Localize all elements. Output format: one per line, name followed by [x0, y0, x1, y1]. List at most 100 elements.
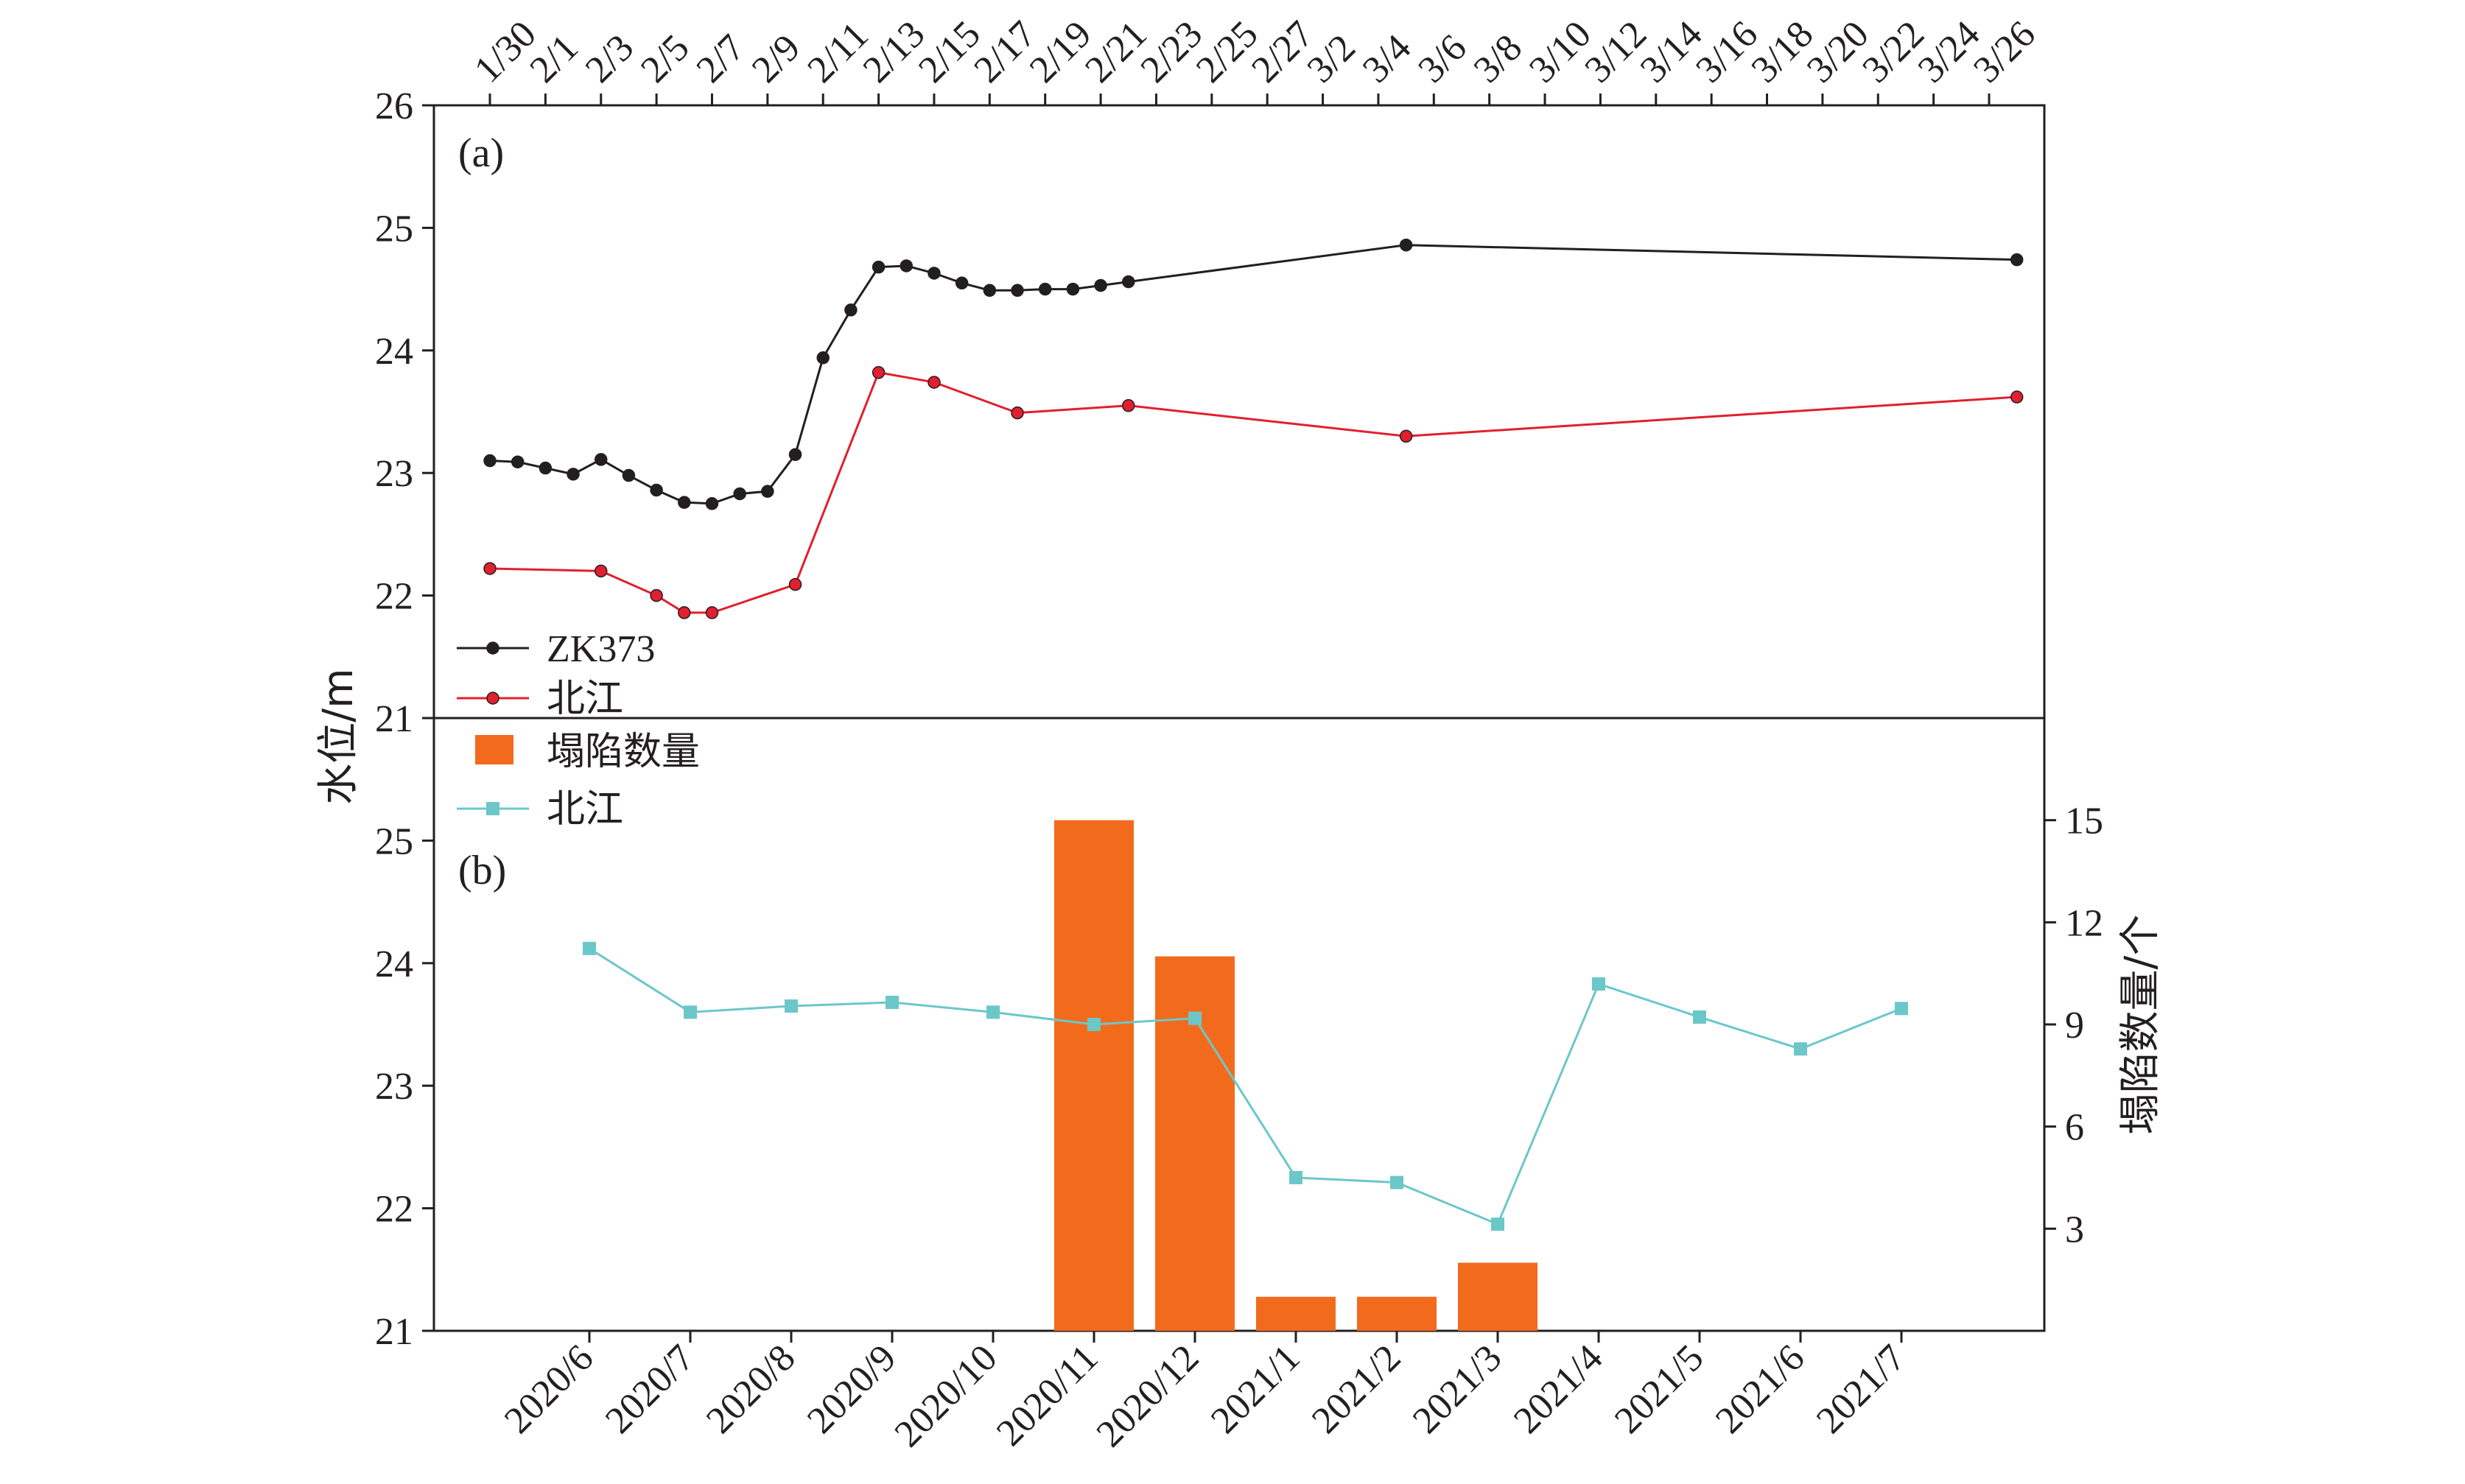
data-point: [705, 497, 719, 510]
beijiang-monthly-point: [1289, 1171, 1302, 1184]
beijiang-monthly-point: [886, 996, 899, 1010]
bottom-x-tick-label: 2021/1: [1203, 1337, 1308, 1441]
beijiang-monthly-point: [1895, 1002, 1908, 1016]
panel-a-lines: [483, 238, 2024, 619]
collapse-bar: [1054, 820, 1134, 1331]
right-y-tick-label: 9: [2065, 1005, 2084, 1047]
left-y-tick-label-a: 26: [375, 85, 413, 127]
data-point: [678, 496, 691, 509]
left-y-tick-label-a: 22: [375, 576, 413, 618]
beijiang-monthly-point: [1087, 1018, 1101, 1031]
data-point: [622, 468, 636, 482]
panel-b-ticks: 2020/62020/72020/82020/92020/102020/1120…: [375, 801, 2103, 1455]
data-point: [900, 259, 914, 272]
top-x-tick-label: 3/8: [1466, 27, 1530, 91]
top-x-tick-label: 3/26: [1966, 13, 2044, 91]
top-x-tick-label: 2/9: [744, 27, 808, 91]
legend-label-collapse: 塌陷数量: [547, 730, 700, 774]
right-y-tick-label: 12: [2065, 902, 2103, 944]
data-point: [928, 267, 941, 280]
panel-b: (b) 2020/62020/72020/82020/92020/102020/…: [375, 717, 2103, 1455]
data-point: [1399, 429, 1413, 443]
bottom-x-tick-label: 2021/2: [1304, 1337, 1409, 1441]
data-point: [1011, 406, 1024, 420]
data-point: [2010, 253, 2024, 267]
top-x-tick-label: 3/4: [1355, 27, 1419, 91]
data-point: [1122, 275, 1135, 289]
collapse-bar: [1357, 1296, 1437, 1331]
left-y-tick-label-b: 24: [375, 943, 413, 985]
data-point: [844, 303, 858, 317]
data-point: [761, 485, 774, 498]
data-point: [1399, 238, 1413, 252]
bottom-x-tick-label: 2021/4: [1506, 1337, 1610, 1441]
panel-a: (a) 1/302/12/32/52/72/92/112/132/152/172…: [375, 13, 2046, 740]
data-point: [1011, 284, 1024, 298]
data-point: [983, 284, 997, 298]
panel-b-lines: [583, 941, 1908, 1231]
data-point: [788, 577, 802, 591]
data-point: [1066, 282, 1080, 296]
top-x-tick-label: 2/3: [578, 27, 642, 91]
y-axis-title-left: 水位/m: [315, 668, 362, 804]
data-point: [816, 351, 830, 365]
bottom-x-tick-label: 2021/7: [1809, 1337, 1913, 1441]
y-axis-title-right: 塌陷数量/个: [2117, 915, 2164, 1135]
data-point: [955, 276, 969, 290]
data-point: [594, 453, 608, 466]
bottom-x-tick-label: 2021/6: [1708, 1337, 1812, 1441]
beijiang-monthly-point: [1491, 1217, 1504, 1231]
data-point: [733, 487, 746, 501]
legend-label: ZK373: [547, 628, 655, 670]
left-y-tick-label-a: 21: [375, 698, 413, 740]
bottom-x-tick-label: 2020/11: [989, 1337, 1106, 1454]
panel-a-label: (a): [458, 130, 504, 176]
beijiang-monthly-line: [589, 947, 1902, 1226]
right-y-tick-label: 15: [2065, 801, 2103, 843]
data-point: [1094, 278, 1107, 292]
data-point: [594, 564, 608, 578]
data-point: [2010, 390, 2024, 404]
data-point: [539, 461, 553, 475]
data-point: [483, 454, 497, 468]
bottom-x-tick-label: 2020/7: [597, 1337, 702, 1441]
bottom-x-tick-label: 2020/6: [497, 1337, 601, 1441]
data-point: [650, 483, 663, 497]
beijiang-monthly-point: [684, 1005, 697, 1019]
data-point: [872, 366, 886, 379]
beijiang-monthly-point: [986, 1005, 1000, 1019]
bottom-x-tick-label: 2020/10: [887, 1337, 1006, 1455]
bottom-x-tick-label: 2021/3: [1405, 1337, 1509, 1441]
left-y-tick-label-b: 25: [375, 820, 413, 862]
top-x-tick-label: 2/7: [689, 27, 753, 91]
beijiang-monthly-point: [1794, 1042, 1807, 1056]
collapse-bar: [1256, 1296, 1336, 1331]
left-y-tick-label-b: 23: [375, 1066, 413, 1108]
panel-b-bars: [1054, 820, 1537, 1331]
panel-a-legend: ZK373 北江: [457, 628, 655, 721]
data-point: [705, 606, 719, 619]
collapse-bar: [1458, 1262, 1537, 1331]
left-y-tick-label-b: 22: [375, 1189, 413, 1231]
legend-swatch-collapse: [475, 735, 513, 764]
data-point: [788, 448, 802, 461]
bottom-x-tick-label: 2020/8: [698, 1337, 803, 1441]
data-point: [678, 606, 691, 619]
data-point: [483, 562, 497, 575]
bottom-x-tick-label: 2021/5: [1607, 1337, 1711, 1441]
panel-b-label: (b): [458, 848, 506, 893]
beijiang-monthly-point: [1188, 1011, 1202, 1025]
left-y-tick-label-a: 24: [375, 331, 413, 373]
panel-b-frame: [432, 717, 2046, 1332]
legend-marker-beijiang: [486, 802, 499, 815]
right-y-tick-label: 3: [2065, 1209, 2084, 1251]
legend-label: 北江: [547, 677, 623, 721]
legend-marker: [486, 692, 499, 705]
data-point: [567, 468, 580, 481]
beijiang-monthly-point: [1592, 977, 1605, 991]
data-point: [1038, 282, 1052, 296]
top-x-tick-label: 2/5: [633, 27, 697, 91]
data-point: [650, 588, 663, 602]
